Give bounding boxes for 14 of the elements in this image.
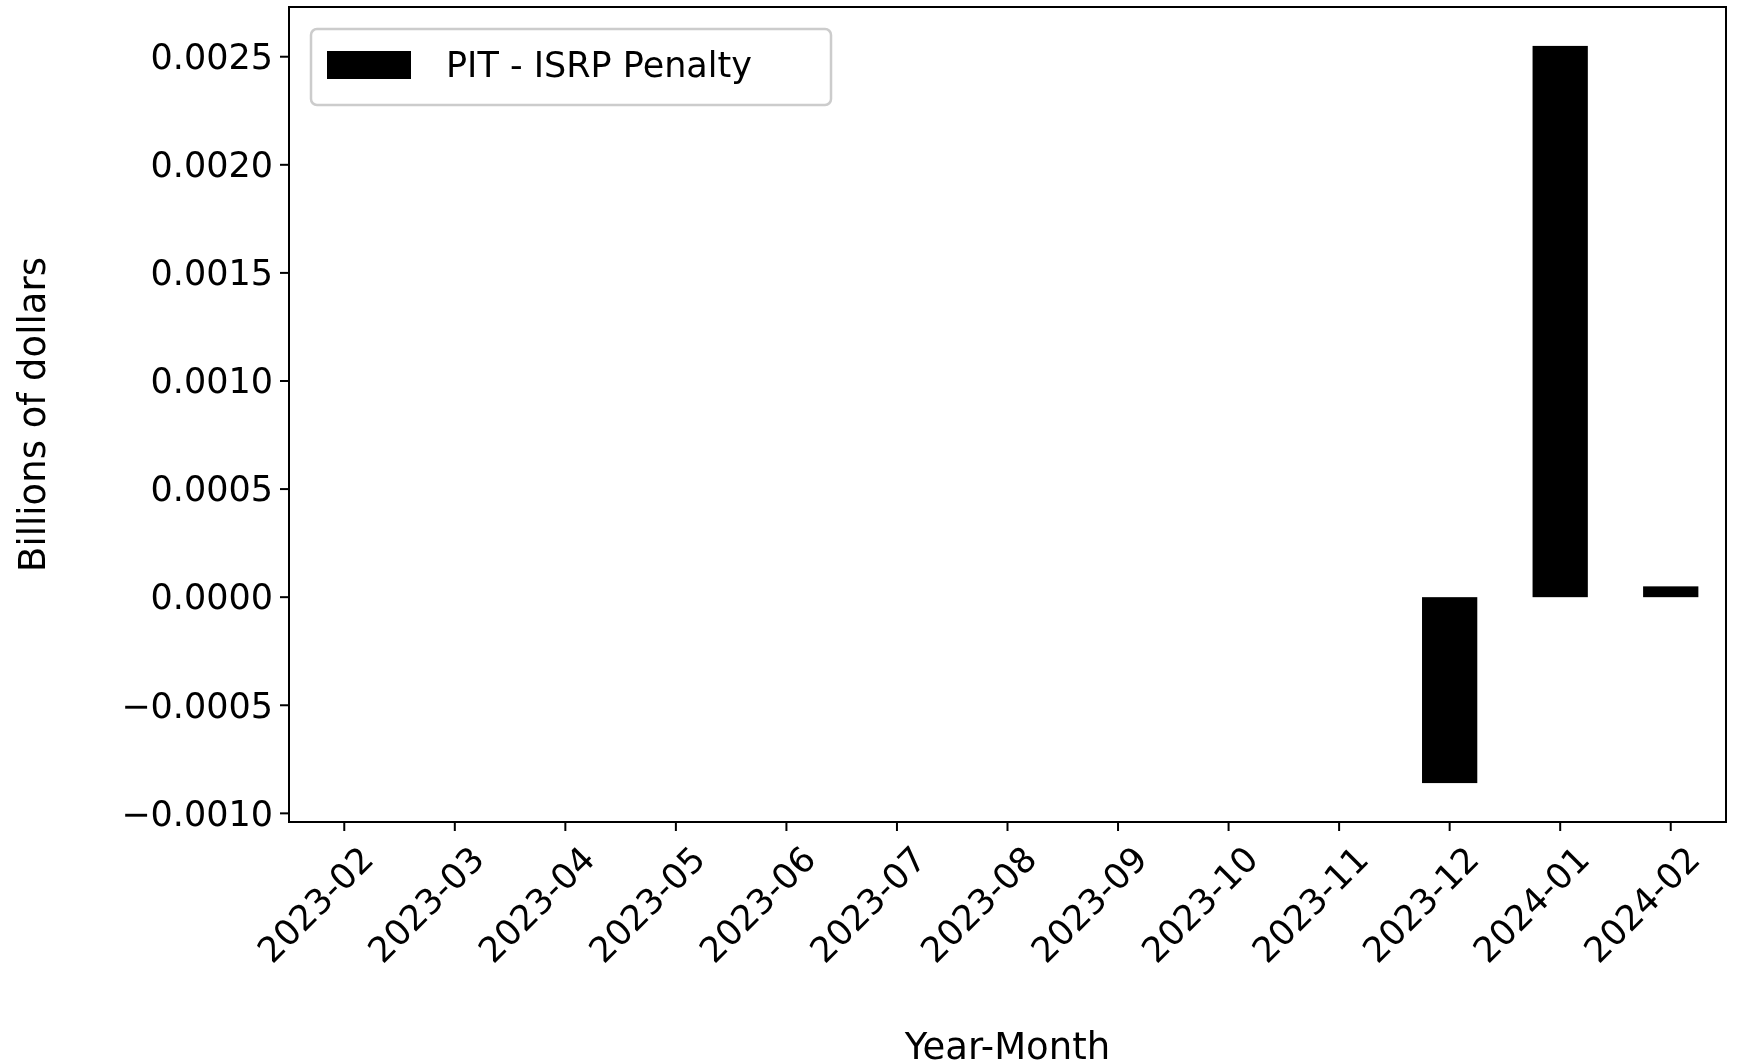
y-tick-label: −0.0010 bbox=[121, 793, 273, 834]
y-axis-title: Billions of dollars bbox=[11, 257, 54, 572]
y-tick-label: 0.0010 bbox=[150, 361, 273, 402]
bar bbox=[1422, 597, 1478, 784]
y-tick-label: 0.0025 bbox=[150, 36, 273, 77]
bar bbox=[1643, 586, 1699, 598]
y-tick-label: −0.0005 bbox=[121, 685, 273, 726]
y-tick-label: 0.0015 bbox=[150, 253, 273, 294]
x-axis-title: Year-Month bbox=[903, 1025, 1111, 1063]
y-tick-label: 0.0000 bbox=[150, 577, 273, 618]
bar bbox=[1532, 45, 1588, 598]
y-tick-label: 0.0005 bbox=[150, 469, 273, 510]
legend-label: PIT - ISRP Penalty bbox=[446, 45, 752, 86]
y-tick-label: 0.0020 bbox=[150, 145, 273, 186]
